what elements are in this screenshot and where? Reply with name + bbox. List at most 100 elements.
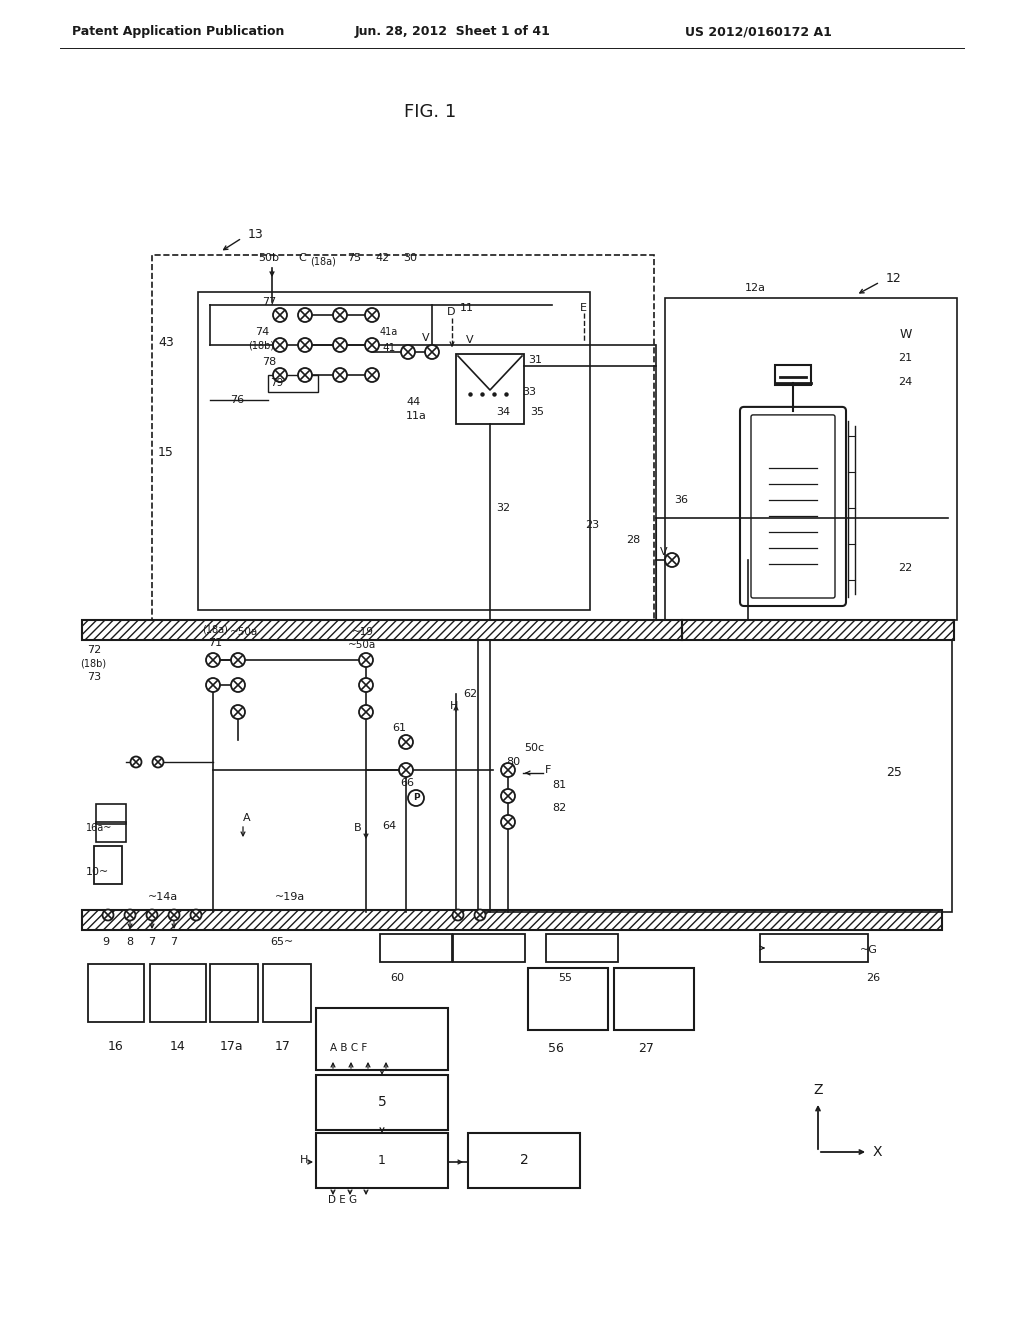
Bar: [198, 292, 590, 610]
Text: 22: 22: [898, 564, 912, 573]
Bar: [468, 1133, 580, 1188]
Circle shape: [206, 678, 220, 692]
Text: 74: 74: [255, 327, 269, 337]
Text: D: D: [447, 308, 456, 317]
Circle shape: [298, 308, 312, 322]
Text: 43: 43: [158, 335, 174, 348]
Text: (18b): (18b): [248, 341, 274, 350]
Text: 31: 31: [528, 355, 542, 366]
Bar: [268, 375, 318, 392]
Text: E: E: [580, 304, 587, 313]
Text: 17: 17: [275, 1040, 291, 1052]
Text: A B C F: A B C F: [330, 1043, 368, 1053]
Text: 11: 11: [460, 304, 474, 313]
Text: 10~: 10~: [86, 867, 110, 876]
Bar: [453, 935, 525, 962]
Circle shape: [333, 308, 347, 322]
Text: 72: 72: [87, 645, 101, 655]
Text: 82: 82: [552, 803, 566, 813]
Text: US 2012/0160172 A1: US 2012/0160172 A1: [685, 25, 831, 38]
Text: 11a: 11a: [406, 411, 427, 421]
Circle shape: [401, 345, 415, 359]
Text: ~19a: ~19a: [275, 892, 305, 902]
Text: 23: 23: [585, 520, 599, 531]
Text: 28: 28: [626, 535, 640, 545]
Text: P: P: [413, 793, 419, 803]
Circle shape: [273, 338, 287, 352]
Circle shape: [365, 308, 379, 322]
Bar: [96, 804, 126, 824]
Bar: [210, 964, 258, 1022]
Circle shape: [501, 763, 515, 777]
Circle shape: [665, 553, 679, 568]
Text: ~50a: ~50a: [348, 640, 376, 649]
Text: 1: 1: [378, 1154, 386, 1167]
Bar: [775, 364, 811, 385]
Circle shape: [102, 909, 114, 920]
Circle shape: [169, 909, 179, 920]
Circle shape: [399, 763, 413, 777]
Text: 7: 7: [170, 937, 177, 946]
Bar: [478, 640, 952, 912]
Text: 21: 21: [898, 352, 912, 363]
Circle shape: [298, 368, 312, 381]
Text: 15: 15: [158, 446, 174, 458]
Bar: [546, 935, 618, 962]
Text: 62: 62: [463, 689, 477, 700]
Bar: [88, 964, 144, 1022]
Text: 77: 77: [262, 297, 276, 308]
Text: 41a: 41a: [380, 327, 398, 337]
Circle shape: [273, 308, 287, 322]
Text: 17a: 17a: [220, 1040, 244, 1052]
Text: 16a~: 16a~: [86, 822, 113, 833]
Bar: [152, 255, 654, 620]
Circle shape: [359, 678, 373, 692]
Text: 9: 9: [102, 937, 110, 946]
Bar: [760, 935, 868, 962]
Text: Z: Z: [813, 1082, 822, 1097]
Bar: [94, 846, 122, 884]
Text: A: A: [243, 813, 251, 822]
Text: 60: 60: [390, 973, 404, 983]
Text: 81: 81: [552, 780, 566, 789]
Circle shape: [399, 735, 413, 748]
Text: 79: 79: [270, 378, 284, 388]
Bar: [456, 354, 524, 424]
Bar: [528, 968, 608, 1030]
Text: 78: 78: [262, 356, 276, 367]
Text: 76: 76: [230, 395, 244, 405]
Text: 65~: 65~: [270, 937, 293, 946]
Text: F: F: [545, 766, 551, 775]
Circle shape: [273, 368, 287, 381]
Bar: [665, 298, 957, 620]
Text: ~19: ~19: [352, 627, 374, 638]
Text: 24: 24: [898, 378, 912, 387]
Circle shape: [359, 653, 373, 667]
Circle shape: [125, 909, 135, 920]
Text: B: B: [354, 822, 361, 833]
Text: 75: 75: [347, 253, 361, 263]
Text: 16: 16: [108, 1040, 124, 1052]
Text: D E G: D E G: [328, 1195, 357, 1205]
Circle shape: [153, 756, 164, 767]
Text: W: W: [900, 329, 912, 342]
Text: V: V: [660, 546, 668, 557]
Text: ~G: ~G: [860, 945, 878, 954]
Text: ~14a: ~14a: [148, 892, 178, 902]
Text: 25: 25: [886, 766, 902, 779]
Circle shape: [231, 678, 245, 692]
Text: 61: 61: [392, 723, 406, 733]
Text: 14: 14: [170, 1040, 185, 1052]
Text: 56: 56: [548, 1041, 564, 1055]
Text: X: X: [873, 1144, 883, 1159]
Text: H: H: [450, 701, 459, 711]
Text: FIG. 1: FIG. 1: [403, 103, 456, 121]
Circle shape: [190, 909, 202, 920]
Text: 8: 8: [126, 937, 133, 946]
Circle shape: [231, 705, 245, 719]
Text: 27: 27: [638, 1041, 654, 1055]
Text: 42: 42: [375, 253, 389, 263]
Text: (18a): (18a): [202, 624, 228, 635]
Text: 33: 33: [522, 387, 536, 397]
Text: 13: 13: [248, 228, 264, 242]
